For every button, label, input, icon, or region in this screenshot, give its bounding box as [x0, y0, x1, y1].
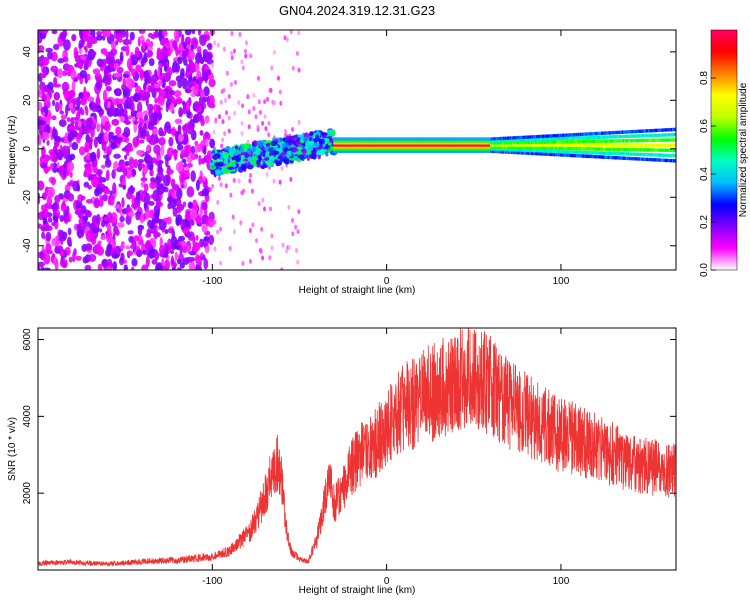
y-tick-label: -40 — [22, 238, 33, 253]
x-tick-label: 100 — [553, 576, 570, 587]
spectrogram-frame — [37, 29, 677, 271]
spectrogram-y-label: Frequency (Hz) — [7, 116, 18, 185]
colorbar-tick-label: 0.2 — [699, 215, 710, 229]
spectrogram-y-ticks: -40 -20 0 20 40 — [22, 46, 676, 253]
x-tick-label: -100 — [202, 576, 222, 587]
y-tick-label: 6000 — [22, 328, 33, 351]
x-tick-label: 0 — [384, 576, 390, 587]
colorbar: 0.0 0.2 0.4 0.6 0.8 Normalized spectral ampl… — [699, 29, 749, 277]
snr-series-line — [38, 328, 676, 567]
colorbar-ticks: 0.0 0.2 0.4 0.6 0.8 — [699, 71, 716, 277]
colorbar-tick-label: 0.6 — [699, 119, 710, 133]
x-tick-label: 100 — [553, 276, 570, 287]
y-tick-label: 0 — [22, 146, 33, 152]
y-tick-label: 2000 — [22, 482, 33, 505]
snr-frame — [37, 327, 677, 571]
snr-y-label: SNR (10 * v/v) — [7, 417, 18, 481]
colorbar-label: Normalized spectral amplitude — [738, 82, 749, 217]
colorbar-tick-label: 0.8 — [699, 71, 710, 85]
spectrogram-x-label: Height of straight line (km) — [299, 285, 416, 296]
snr-x-label: Height of straight line (km) — [299, 585, 416, 596]
figure-title: GN04.2024.319.12.31.G23 — [279, 3, 435, 18]
colorbar-tick-label: 0.0 — [699, 263, 710, 277]
spectrogram-x-ticks: -100 0 100 — [202, 30, 570, 287]
y-tick-label: 20 — [22, 94, 33, 106]
x-tick-label: 0 — [384, 276, 390, 287]
snr-x-ticks: -100 0 100 — [202, 328, 570, 587]
y-tick-label: 4000 — [22, 405, 33, 428]
snr-panel: -100 0 100 2000 4000 6000 Height of straight… — [7, 327, 677, 596]
y-tick-label: 40 — [22, 46, 33, 58]
colorbar-tick-label: 0.4 — [699, 167, 710, 181]
spectrogram-heatmap — [38, 30, 676, 270]
colorbar-gradient — [710, 29, 738, 271]
spectrogram-panel: -100 0 100 -40 -20 0 20 40 Height of straight … — [7, 29, 677, 296]
x-tick-label: -100 — [202, 276, 222, 287]
y-tick-label: -20 — [22, 190, 33, 205]
snr-y-ticks: 2000 4000 6000 — [22, 328, 676, 504]
